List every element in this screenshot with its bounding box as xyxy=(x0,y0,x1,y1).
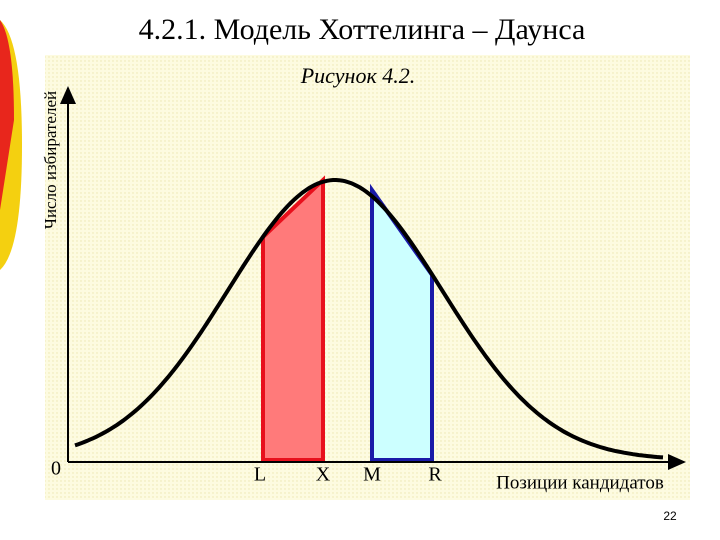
figure-caption: Рисунок 4.2. xyxy=(300,63,416,88)
point-label: X xyxy=(316,464,331,486)
figure-background xyxy=(45,55,690,500)
point-label: M xyxy=(363,464,381,486)
point-label: L xyxy=(254,464,266,486)
slide-title: 4.2.1. Модель Хоттелинга – Даунса xyxy=(139,13,586,46)
y-axis-label: Число избирателей xyxy=(41,91,60,229)
point-label: R xyxy=(428,464,442,486)
origin-label: 0 xyxy=(51,458,61,480)
left-area xyxy=(261,175,325,462)
page-number: 22 xyxy=(663,509,677,523)
x-axis-label: Позиции кандидатов xyxy=(496,472,664,493)
bell-curve xyxy=(74,178,664,460)
decor-red xyxy=(0,20,14,210)
